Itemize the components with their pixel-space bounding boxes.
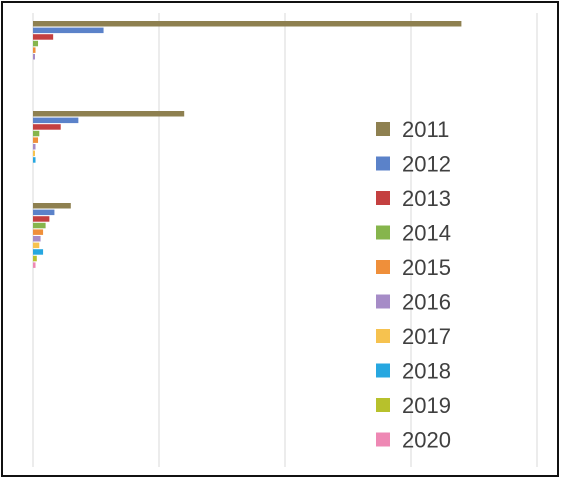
- legend-swatch-2012: [376, 156, 390, 171]
- bar-2017-group-2: [33, 150, 35, 157]
- legend-label-2020: 2020: [402, 428, 451, 453]
- legend-swatch-2011: [376, 122, 390, 136]
- bar-2013-group-1: [33, 34, 54, 40]
- bar-chart: 2011 2012 2013 2014 2015 2016 2017 2018 2019 2020: [32, 13, 538, 467]
- legend-label-2015: 2015: [402, 255, 451, 280]
- bar-2020-group-3: [33, 262, 36, 268]
- bar-2018-group-2: [33, 157, 36, 163]
- legend-label-2018: 2018: [402, 359, 451, 384]
- legend-swatch-2014: [376, 225, 390, 240]
- legend-swatch-2013: [376, 191, 390, 205]
- bar-2011-group-3: [33, 203, 71, 209]
- bar-2014-group-1: [33, 40, 39, 47]
- bar-2018-group-3: [33, 249, 44, 255]
- bar-2012-group-1: [33, 27, 104, 34]
- legend-label-2013: 2013: [402, 186, 451, 211]
- legend-swatch-2019: [376, 398, 390, 412]
- legend-label-2014: 2014: [402, 221, 451, 246]
- legend-swatch-2016: [376, 294, 390, 309]
- legend-label-2012: 2012: [402, 152, 451, 177]
- bar-2019-group-3: [33, 255, 37, 262]
- bar-2013-group-2: [33, 124, 61, 130]
- legend-label-2011: 2011: [402, 117, 449, 142]
- bar-2013-group-3: [33, 216, 50, 222]
- legend-label-2016: 2016: [402, 290, 451, 315]
- legend-label-2017: 2017: [402, 324, 451, 349]
- bar-2016-group-2: [33, 144, 36, 150]
- bar-2017-group-3: [33, 242, 40, 249]
- bar-2015-group-3: [33, 229, 44, 235]
- bar-2012-group-3: [33, 209, 55, 216]
- legend: 2011 2012 2013 2014 2015 2016 2017 2018 2019 2020: [376, 117, 451, 453]
- bar-2011-group-2: [33, 111, 185, 117]
- legend-swatch-2018: [376, 363, 390, 378]
- bar-2012-group-2: [33, 117, 79, 124]
- bar-2014-group-2: [33, 130, 40, 137]
- legend-label-2019: 2019: [402, 393, 451, 418]
- bars: [33, 21, 462, 268]
- bar-2014-group-3: [33, 222, 46, 229]
- bar-2015-group-2: [33, 137, 39, 143]
- legend-swatch-2020: [376, 432, 390, 447]
- legend-swatch-2017: [376, 329, 390, 343]
- bar-2016-group-3: [33, 236, 41, 242]
- bar-2015-group-1: [33, 47, 36, 53]
- bar-2016-group-1: [33, 54, 35, 60]
- gridlines: [32, 13, 538, 467]
- legend-swatch-2015: [376, 260, 390, 274]
- bar-2011-group-1: [33, 21, 462, 27]
